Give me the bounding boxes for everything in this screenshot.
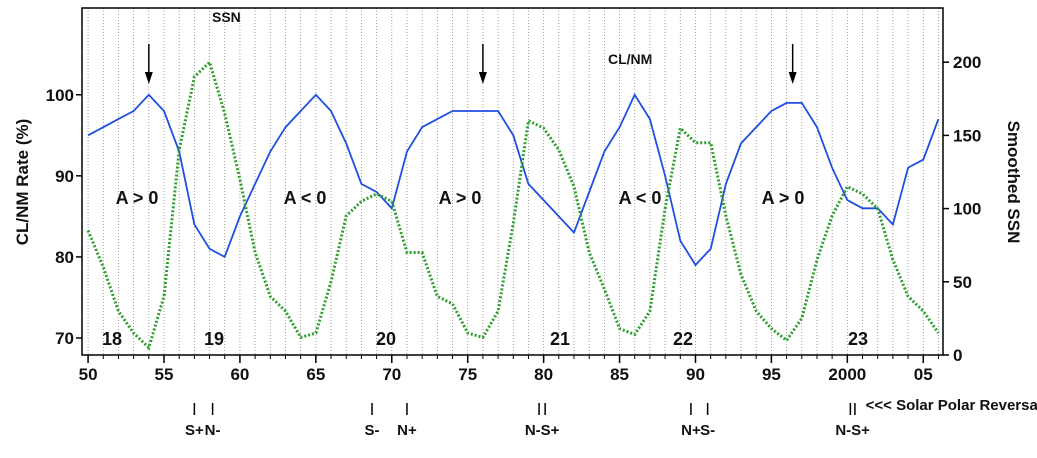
series-label: CL/NM <box>608 51 652 67</box>
x-tick-label: 05 <box>914 365 933 384</box>
x-tick-label: 65 <box>306 365 325 384</box>
reversal-label: S- <box>700 422 715 439</box>
reversal-label: N+ <box>681 422 701 439</box>
data-line <box>87 92 940 267</box>
y2-axis-label: Smoothed SSN <box>1004 121 1023 244</box>
arrow-head <box>788 72 797 84</box>
series-label: SSN <box>212 9 241 25</box>
x-tick-label: 60 <box>230 365 249 384</box>
cycle-label: 19 <box>204 329 224 349</box>
arrow-head <box>144 72 153 84</box>
x-tick-label: 90 <box>686 365 705 384</box>
phase-label: A > 0 <box>116 188 159 208</box>
y2-tick-label: 50 <box>953 273 972 292</box>
x-tick-label: 85 <box>610 365 629 384</box>
x-tick-label: 55 <box>155 365 174 384</box>
reversal-label: N-S+ <box>835 422 870 439</box>
x-tick-label: 50 <box>79 365 98 384</box>
reversal-label: S+ <box>185 422 204 439</box>
cycle-label: 20 <box>376 329 396 349</box>
reversal-label: N- <box>205 422 221 439</box>
plot-frame <box>81 7 944 356</box>
x-tick-label: 95 <box>762 365 781 384</box>
y2-tick-label: 100 <box>953 200 981 219</box>
y2-tick-label: 0 <box>953 346 962 365</box>
y-axis-label: CL/NM Rate (%) <box>13 119 32 246</box>
reversals-title-text: <<< Solar Polar Reversals <box>866 397 1037 414</box>
y-tick-label: 90 <box>55 167 74 186</box>
phase-label: A < 0 <box>619 188 662 208</box>
x-tick-label: 80 <box>534 365 553 384</box>
cycle-label: 23 <box>848 329 868 349</box>
y-tick-label: 70 <box>55 329 74 348</box>
reversals-title: <<< Solar Polar Reversals <box>866 397 1037 414</box>
arrow-head <box>478 72 487 84</box>
data-line <box>86 59 940 351</box>
reversal-label: S- <box>365 422 380 439</box>
cycle-label: 21 <box>550 329 570 349</box>
phase-label: A < 0 <box>284 188 327 208</box>
x-tick-label: 2000 <box>828 365 866 384</box>
y-tick-label: 80 <box>55 248 74 267</box>
x-tick-label: 70 <box>382 365 401 384</box>
y-tick-label: 100 <box>46 86 74 105</box>
cycle-label: 22 <box>673 329 693 349</box>
phase-label: A > 0 <box>762 188 805 208</box>
phase-label: A > 0 <box>439 188 482 208</box>
y2-tick-label: 200 <box>953 53 981 72</box>
reversal-label: N-S+ <box>525 422 560 439</box>
x-tick-label: 75 <box>458 365 477 384</box>
cycle-label: 18 <box>102 329 122 349</box>
y2-tick-label: 150 <box>953 126 981 145</box>
reversal-label: N+ <box>397 422 417 439</box>
